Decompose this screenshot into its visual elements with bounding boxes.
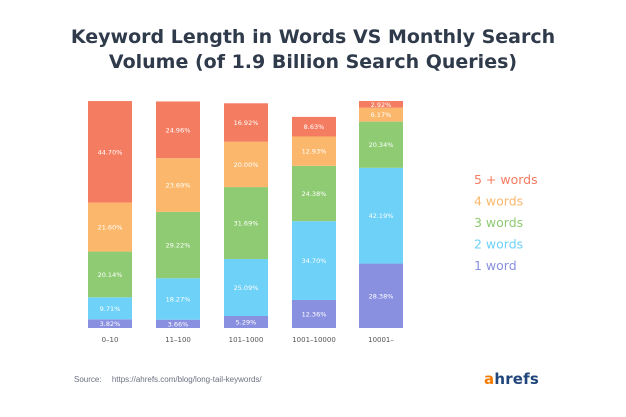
bar-value-label: 44.70% [98,148,123,156]
bar-segment [359,107,403,122]
bar-segment [359,121,403,168]
bar-value-label: 29.22% [166,242,191,250]
legend-item: 4 words [474,194,523,209]
bar-segment [88,319,132,328]
bar-segment [224,187,268,260]
category-label: 10001– [368,336,394,344]
legend-item: 2 words [474,237,523,252]
bar-segment [224,259,268,316]
bar-value-label: 20.00% [234,161,259,169]
legend-item: 5 + words [474,172,538,187]
bar-segment [156,319,200,328]
bar-value-label: 20.14% [98,271,123,279]
bar-segment [292,165,336,222]
bar-segment [88,297,132,320]
bar-value-label: 31.69% [234,220,259,228]
bar-segment [292,221,336,300]
bar-value-label: 3.66% [168,320,189,328]
bar-segment [156,211,200,279]
bar-segment [292,299,336,328]
bar-value-label: 9.71% [100,305,121,313]
bar-segment [156,278,200,320]
chart-title-line1: Keyword Length in Words VS Monthly Searc… [70,26,556,48]
bar-segment [224,141,268,188]
source-url[interactable]: https://ahrefs.com/blog/long-tail-keywor… [111,375,262,384]
bar-value-label: 25.09% [234,284,259,292]
bar-segment [156,101,200,159]
bar-value-label: 3.82% [100,320,121,328]
bar-value-label: 12.36% [302,310,327,318]
bar-segment [88,101,132,203]
bar-value-label: 5.29% [236,318,257,326]
bar-segment [359,167,403,264]
bar-value-label: 8.63% [304,123,325,131]
category-label: 1001–10000 [292,336,336,344]
bar-value-label: 34.70% [302,257,327,265]
bar-segment [224,103,268,142]
chart-title-line2: Volume (of 1.9 Billion Search Queries) [108,51,518,73]
bar-value-label: 21.60% [98,224,123,232]
bar-segment [292,116,336,137]
bar-value-label: 6.17% [371,111,392,119]
bar-value-label: 18.27% [166,295,191,303]
category-label: 101–1000 [229,336,264,344]
source-note: Source: https://ahrefs.com/blog/long-tai… [74,375,262,384]
bar-value-label: 12.93% [302,148,327,156]
legend-item: 1 word [474,258,517,273]
legend-item: 3 words [474,215,523,230]
bar-value-label: 16.92% [234,119,259,127]
bar-value-label: 42.19% [369,212,394,220]
category-label: 0–10 [102,336,119,344]
bar-segment [88,202,132,252]
bar-segment [292,136,336,166]
bar-segment [359,101,403,108]
bar-value-label: 24.38% [302,190,327,198]
brand-letter: a [484,370,495,388]
bar-value-label: 28.38% [369,292,394,300]
bar-segment [88,251,132,298]
bar-segment [359,263,403,328]
ahrefs-logo: ahrefs [484,370,539,388]
source-label: Source: [74,375,102,384]
brand-name: hrefs [494,370,540,388]
bar-value-label: 24.96% [166,126,191,134]
bar-value-label: 2.92% [371,101,392,109]
bar-segment [156,158,200,212]
bar-value-label: 23.69% [166,182,191,190]
bar-segment [224,315,268,328]
bar-value-label: 20.34% [369,141,394,149]
category-label: 11–100 [165,336,191,344]
